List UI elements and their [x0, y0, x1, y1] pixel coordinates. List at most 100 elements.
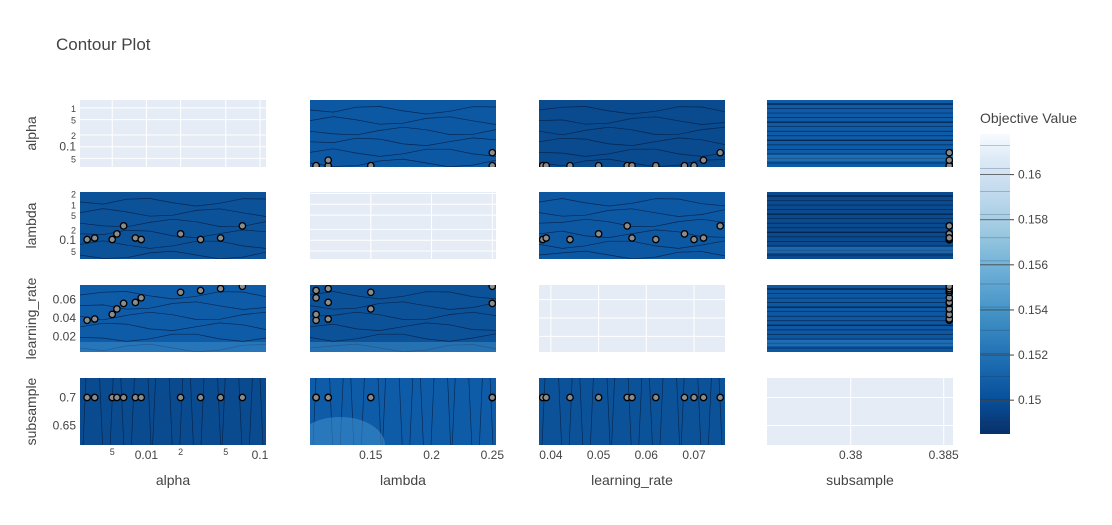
y-tick-label: 0.1: [59, 140, 76, 154]
contour-line: [249, 378, 253, 445]
trial-point: [113, 393, 121, 402]
trial-point: [628, 234, 636, 242]
contour-line: [479, 378, 483, 445]
contour-fill: [539, 378, 725, 445]
contour-line: [451, 378, 456, 445]
contour-line: [152, 378, 156, 445]
trial-point: [324, 393, 333, 402]
contour-line: [539, 148, 725, 157]
y-tick-label: 1: [71, 200, 76, 210]
colorbar: Objective Value 0.15 0.152 0.154 0.156 0.158…: [980, 110, 1077, 434]
contour-band: [767, 247, 953, 253]
x-tick-label: 0.15: [359, 448, 383, 462]
x-tick-label: 0.07: [682, 448, 706, 462]
trial-point: [196, 286, 205, 295]
trial-point: [488, 285, 496, 291]
contour-line: [80, 322, 266, 331]
x-tick-label: 0.25: [481, 448, 505, 462]
contour-line: [109, 378, 114, 445]
contour-fill: [80, 285, 266, 352]
contour-line: [539, 137, 725, 146]
trial-point: [945, 156, 953, 165]
trial-point: [651, 161, 660, 167]
colorbar-tick-label: 0.156: [1018, 258, 1048, 272]
contour-line: [539, 218, 725, 227]
contour-line: [539, 126, 725, 136]
contour-line: [99, 378, 103, 445]
contour-line: [80, 208, 266, 217]
contour-fill: [80, 192, 266, 259]
trial-point: [366, 161, 375, 167]
trial-point: [680, 230, 689, 238]
colorbar-tick-label: 0.152: [1018, 348, 1048, 362]
contour-line: [80, 229, 266, 238]
contour-line: [217, 378, 221, 445]
trial-point: [716, 222, 725, 230]
contour-line: [80, 250, 266, 259]
contour-line: [80, 218, 266, 228]
contour-line: [259, 378, 264, 445]
contour-line: [541, 378, 546, 445]
contour-line: [310, 301, 496, 310]
panel-learning_rate-vs-alpha: [80, 285, 266, 352]
x-tick-label: 2: [178, 447, 183, 457]
trial-point: [945, 222, 953, 230]
x-tick-label: 0.04: [539, 448, 563, 462]
trial-point: [312, 310, 320, 319]
y-tick-label: 0.06: [53, 293, 77, 307]
y-tick-label: 5: [71, 247, 76, 257]
trial-point: [488, 148, 496, 157]
trial-point: [716, 393, 725, 402]
trial-point: [196, 393, 205, 402]
trial-point: [137, 393, 146, 402]
contour-line: [409, 378, 414, 445]
trial-point: [680, 161, 689, 167]
empty-panel-background: [80, 100, 266, 167]
contour-fill: [539, 192, 725, 259]
contour-line: [120, 378, 125, 445]
trial-point: [566, 393, 574, 402]
trial-point: [651, 235, 660, 244]
trial-point: [945, 285, 953, 291]
contour-line: [676, 378, 680, 445]
trial-point: [366, 288, 375, 297]
contour-line: [80, 291, 266, 300]
contour-line: [539, 198, 725, 207]
trial-point: [196, 235, 205, 244]
trial-point: [312, 293, 320, 302]
trial-point: [542, 234, 551, 242]
trial-point: [216, 234, 225, 242]
trial-point: [83, 393, 91, 402]
trial-point: [216, 393, 225, 402]
contour-line: [310, 137, 496, 146]
trial-point: [366, 393, 375, 402]
chart-title: Contour Plot: [56, 35, 151, 54]
panel-learning_rate-vs-subsample: [767, 285, 953, 352]
trial-point: [542, 161, 551, 167]
trial-point: [690, 161, 698, 167]
contour-line: [310, 291, 496, 300]
trial-point: [113, 305, 121, 313]
panel-subsample-vs-lambda: [310, 378, 496, 445]
trial-point: [651, 393, 660, 402]
trial-point: [312, 286, 320, 295]
trial-point: [176, 288, 185, 297]
empty-panel-background: [310, 192, 496, 259]
trial-point: [119, 393, 128, 402]
contour-line: [200, 378, 205, 445]
trial-point: [108, 310, 117, 319]
trial-point: [137, 293, 146, 302]
contour-band: [310, 342, 496, 352]
x-tick-label: 5: [110, 447, 115, 457]
y-tick-label: 0.04: [53, 311, 77, 325]
contour-line: [539, 208, 725, 217]
trial-point: [324, 298, 333, 307]
trial-point: [119, 222, 128, 230]
trial-point: [90, 315, 99, 323]
trial-point: [945, 148, 953, 157]
y-tick-label: 1: [71, 104, 76, 114]
x-tick-label: 0.01: [135, 448, 159, 462]
contour-line: [398, 378, 403, 445]
contour-line: [568, 378, 573, 445]
trial-point: [680, 393, 689, 402]
